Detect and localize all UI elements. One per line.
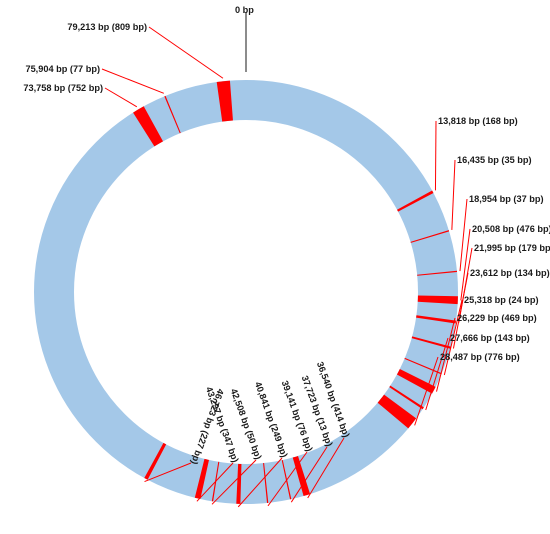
- region-17: [144, 442, 167, 480]
- region-4-label: 20,508 bp (476 bp): [472, 224, 550, 234]
- region-10-label: 28,487 bp (776 bp): [440, 352, 520, 362]
- region-15-leader: [211, 459, 257, 505]
- region-6-leader: [452, 272, 469, 349]
- region-19: [164, 95, 181, 134]
- region-1: [397, 190, 434, 212]
- region-12-leader: [290, 446, 328, 503]
- region-14-leader: [237, 457, 283, 508]
- region-3-leader: [459, 198, 468, 272]
- region-10-leader: [414, 356, 439, 426]
- region-9-leader: [425, 337, 449, 411]
- region-6: [411, 336, 451, 349]
- region-8-leader: [436, 317, 456, 392]
- region-9-label: 27,666 bp (143 bp): [450, 333, 530, 343]
- region-16-leader: [196, 462, 234, 502]
- region-11-leader: [307, 437, 345, 499]
- region-16: [194, 458, 209, 500]
- region-8-label: 26,229 bp (469 bp): [457, 313, 537, 323]
- region-2-label: 16,435 bp (35 bp): [457, 155, 532, 165]
- region-3-label: 18,954 bp (37 bp): [469, 194, 544, 204]
- region-4: [417, 295, 458, 305]
- region-8: [396, 368, 436, 394]
- region-7-leader: [443, 299, 463, 376]
- regions-layer: [133, 80, 458, 504]
- region-18-label: 73,758 bp (752 bp): [23, 83, 103, 93]
- region-13-leader: [267, 451, 308, 507]
- region-4-leader: [460, 228, 471, 301]
- region-18: [133, 106, 164, 147]
- region-20-label: 79,213 bp (809 bp): [67, 22, 147, 32]
- region-1-label: 13,818 bp (168 bp): [438, 116, 518, 126]
- region-7-label: 25,318 bp (24 bp): [464, 295, 539, 305]
- region-20-leader: [148, 26, 224, 79]
- region-19-leader: [101, 68, 164, 94]
- region-6-label: 23,612 bp (134 bp): [470, 268, 550, 278]
- region-20: [216, 80, 233, 122]
- region-10: [377, 394, 417, 429]
- region-7: [404, 357, 442, 375]
- region-18-leader: [104, 87, 138, 108]
- region-1-leader: [434, 120, 437, 191]
- origin-label: 0 bp: [235, 5, 254, 15]
- region-5: [416, 315, 457, 324]
- region-13: [263, 463, 269, 503]
- region-5-label: 21,995 bp (179 bp): [474, 243, 550, 253]
- region-9: [389, 385, 424, 410]
- region-17-leader: [144, 462, 192, 483]
- region-19-label: 75,904 bp (77 bp): [25, 64, 100, 74]
- genome-ring: [34, 80, 458, 504]
- region-2-leader: [451, 159, 456, 230]
- region-3: [417, 270, 458, 276]
- region-2: [410, 230, 450, 243]
- region-14: [236, 463, 242, 504]
